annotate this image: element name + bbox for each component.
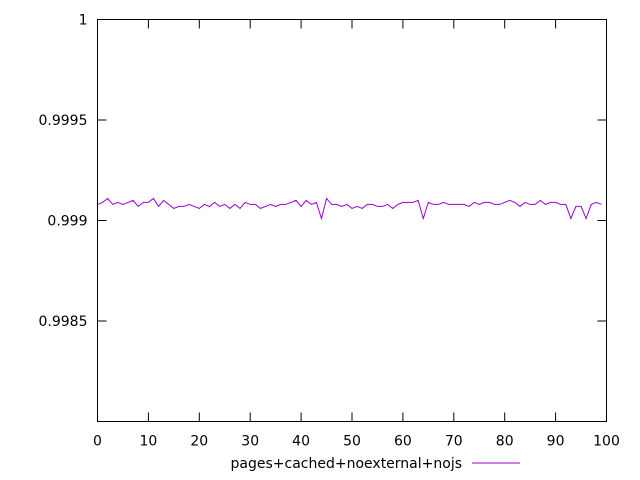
legend: pages+cached+noexternal+nojs xyxy=(231,456,520,472)
x-tick-label: 50 xyxy=(343,434,361,450)
series-layer xyxy=(97,197,602,221)
x-tick-label: 90 xyxy=(547,434,565,450)
x-tick-label: 100 xyxy=(593,434,620,450)
x-tick-label: 0 xyxy=(93,434,102,450)
y-tick-label: 1 xyxy=(79,13,88,29)
x-tick-label: 70 xyxy=(445,434,463,450)
x-tick-label: 10 xyxy=(139,434,157,450)
y-tick-label: 0.9985 xyxy=(39,314,88,330)
x-tick-label: 30 xyxy=(241,434,259,450)
x-tick-label: 20 xyxy=(190,434,208,450)
legend-label: pages+cached+noexternal+nojs xyxy=(231,456,462,472)
ticks-layer: 0 10 20 30 40 50 60 70 80 90 100 0.9985 0.999 0.9995 1 xyxy=(39,13,620,450)
series-line xyxy=(97,197,602,221)
y-tick-label: 0.999 xyxy=(47,214,87,230)
plot-frame xyxy=(97,19,607,422)
x-tick-label: 60 xyxy=(394,434,412,450)
y-tick-label: 0.9995 xyxy=(39,113,88,129)
x-tick-label: 40 xyxy=(292,434,310,450)
x-tick-label: 80 xyxy=(496,434,514,450)
